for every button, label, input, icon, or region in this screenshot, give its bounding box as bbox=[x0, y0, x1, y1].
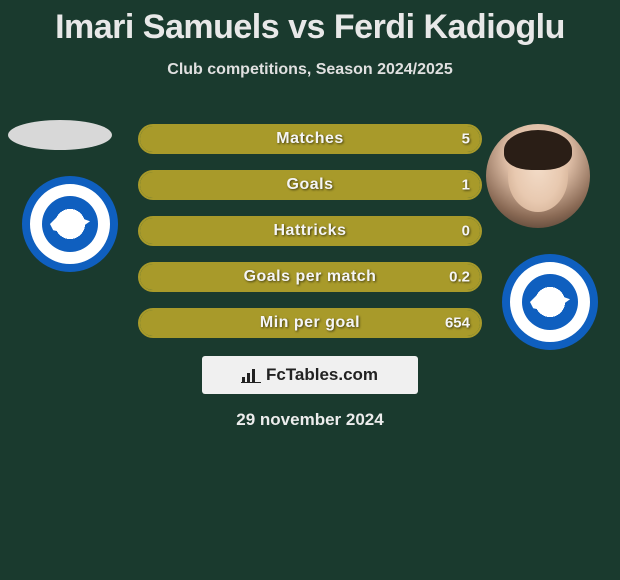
player2-name: Ferdi Kadioglu bbox=[334, 8, 565, 46]
page-title: Imari Samuels vs Ferdi Kadioglu bbox=[0, 0, 620, 47]
vs-text: vs bbox=[288, 8, 325, 46]
stat-row: Goals 1 bbox=[138, 170, 482, 200]
stat-row: Goals per match 0.2 bbox=[138, 262, 482, 292]
branding-badge: FcTables.com bbox=[202, 356, 418, 394]
snapshot-date: 29 november 2024 bbox=[0, 410, 620, 430]
stat-row: Min per goal 654 bbox=[138, 308, 482, 338]
stat-value-right: 1 bbox=[462, 177, 470, 194]
stat-value-right: 0.2 bbox=[449, 269, 470, 286]
player1-club-logo bbox=[22, 176, 118, 272]
stat-value-right: 654 bbox=[445, 315, 470, 332]
stat-label: Goals bbox=[140, 176, 480, 194]
player2-avatar bbox=[486, 124, 590, 228]
subtitle: Club competitions, Season 2024/2025 bbox=[0, 61, 620, 79]
stat-label: Hattricks bbox=[140, 222, 480, 240]
stat-row: Matches 5 bbox=[138, 124, 482, 154]
comparison-bars: Matches 5 Goals 1 Hattricks 0 Goals per … bbox=[138, 124, 482, 354]
stat-label: Matches bbox=[140, 130, 480, 148]
stat-value-right: 5 bbox=[462, 131, 470, 148]
player1-avatar bbox=[8, 120, 112, 150]
player1-name: Imari Samuels bbox=[55, 8, 279, 46]
player2-club-logo bbox=[502, 254, 598, 350]
stat-row: Hattricks 0 bbox=[138, 216, 482, 246]
chart-icon bbox=[242, 368, 260, 382]
stat-value-right: 0 bbox=[462, 223, 470, 240]
branding-text: FcTables.com bbox=[266, 365, 378, 385]
stat-label: Goals per match bbox=[140, 268, 480, 286]
stat-label: Min per goal bbox=[140, 314, 480, 332]
